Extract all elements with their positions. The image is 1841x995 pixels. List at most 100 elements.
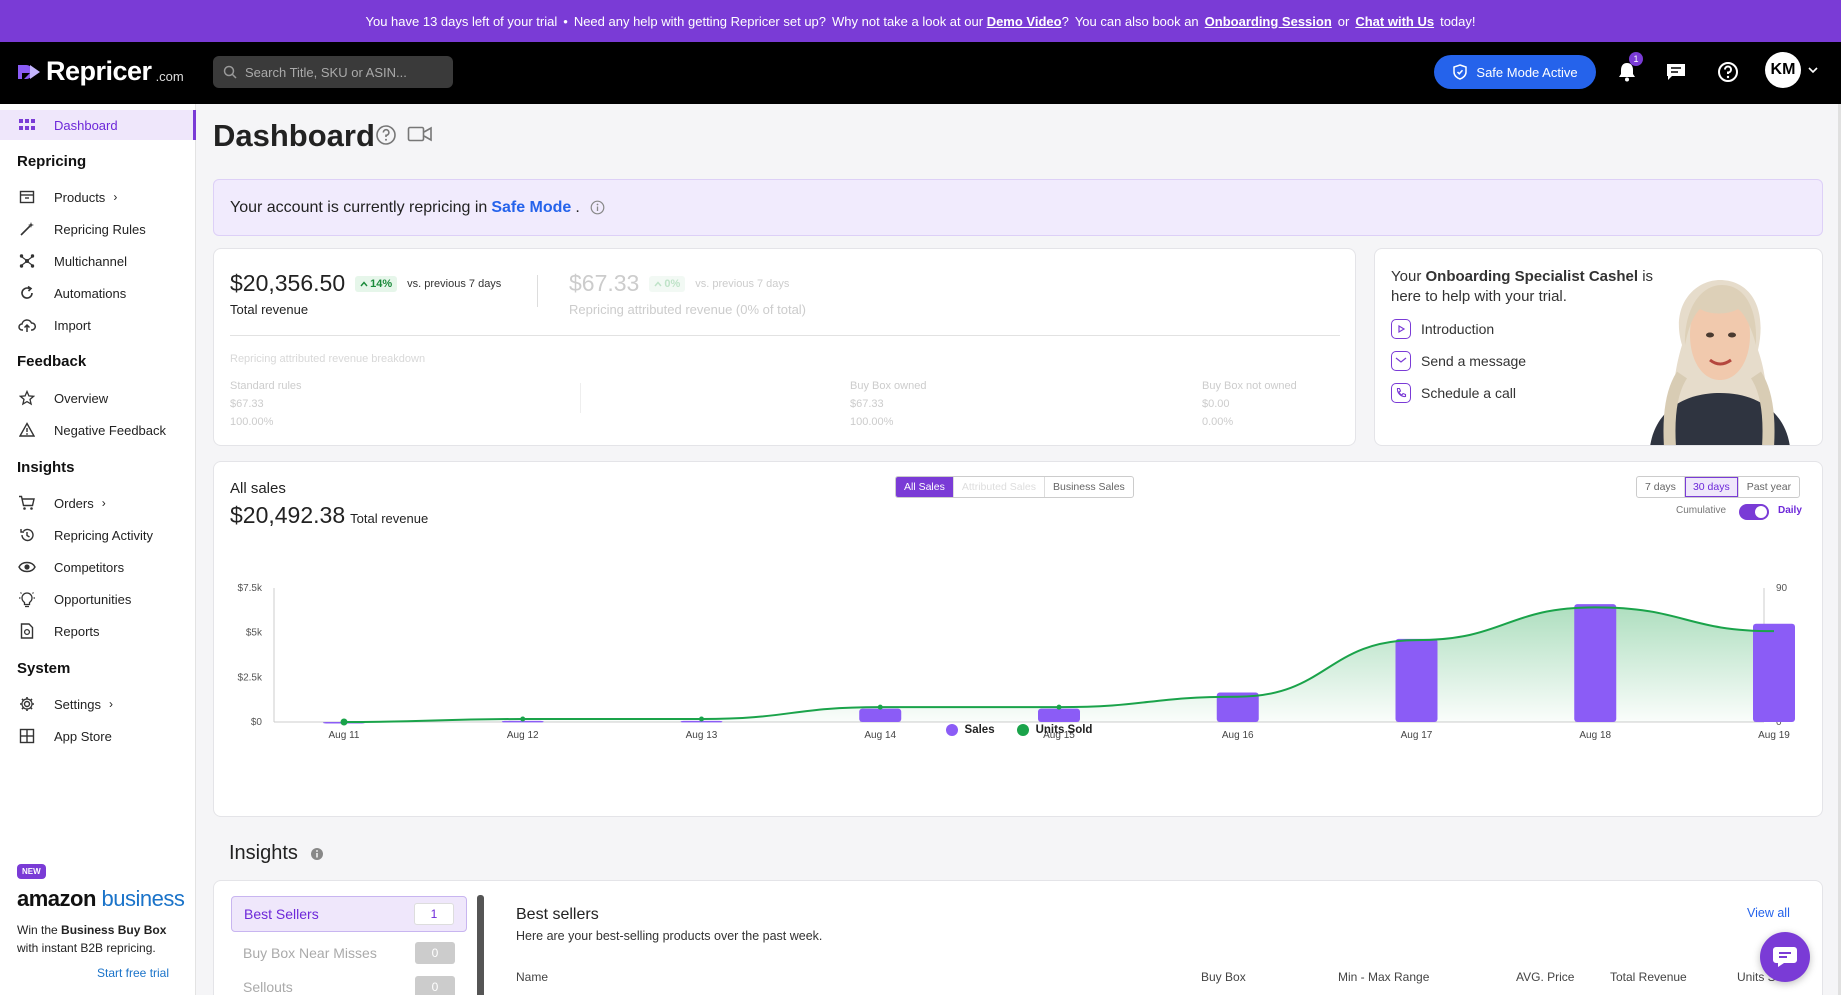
logo-mark-icon <box>18 64 40 79</box>
cumulative-daily-toggle[interactable] <box>1739 504 1769 520</box>
history-icon <box>18 526 36 544</box>
column-header-name[interactable]: Name <box>516 970 549 984</box>
video-camera-icon[interactable] <box>407 124 433 144</box>
repricer-logo[interactable]: Repricer .com <box>16 56 184 87</box>
column-header-buy-box[interactable]: Buy Box <box>1201 970 1246 984</box>
sidebar-label: Dashboard <box>54 117 118 133</box>
search-input[interactable] <box>245 64 445 80</box>
column-header-min-max[interactable]: Min - Max Range <box>1338 970 1430 984</box>
or-text: or <box>1337 13 1350 29</box>
column-header-total-revenue[interactable]: Total Revenue <box>1610 970 1687 984</box>
tab-all-sales[interactable]: All Sales <box>896 477 954 497</box>
onboarding-specialist: Onboarding Specialist Cashel <box>1425 268 1639 285</box>
sidebar-item-dashboard[interactable]: Dashboard <box>0 110 196 140</box>
view-all-link[interactable]: View all <box>1747 906 1790 920</box>
chat-launcher-button[interactable] <box>1760 932 1810 982</box>
sidebar-item-orders[interactable]: Orders › <box>0 488 196 518</box>
column-header-avg-price[interactable]: AVG. Price <box>1516 970 1575 984</box>
notifications-button[interactable]: 1 <box>1613 52 1643 86</box>
sidebar-label: Multichannel <box>54 253 127 269</box>
sidebar-item-competitors[interactable]: Competitors <box>0 552 196 582</box>
insights-tab-buy-box-near-misses[interactable]: Buy Box Near Misses 0 <box>231 935 467 971</box>
help-button[interactable] <box>1714 58 1742 86</box>
range-tabs: 7 days 30 days Past year <box>1636 476 1801 498</box>
legend-sales[interactable]: Sales <box>945 724 995 736</box>
page-title: Dashboard <box>213 118 375 153</box>
sidebar-label: Overview <box>54 390 109 406</box>
sales-bar <box>1216 692 1259 722</box>
sidebar-item-negative-feedback[interactable]: Negative Feedback <box>0 415 196 445</box>
promo-post: with instant B2B repricing. <box>17 941 156 955</box>
help-circle-icon[interactable] <box>375 124 397 146</box>
send-message-link[interactable]: Send a message <box>1391 351 1526 371</box>
book-text: You can also book an <box>1074 13 1199 29</box>
range-past-year[interactable]: Past year <box>1746 481 1792 493</box>
insights-tab-best-sellers[interactable]: Best Sellers 1 <box>231 896 467 932</box>
x-tick-label: Aug 11 <box>329 730 360 741</box>
range-30-days[interactable]: 30 days <box>1684 477 1739 497</box>
bell-icon <box>1619 63 1635 82</box>
x-tick-label: Aug 19 <box>1758 730 1790 741</box>
sidebar-item-repricing-rules[interactable]: Repricing Rules <box>0 214 196 244</box>
chevron-down-icon[interactable] <box>1808 66 1818 74</box>
sidebar-item-overview[interactable]: Overview <box>0 383 196 413</box>
sidebar-item-reports[interactable]: Reports <box>0 616 196 646</box>
page-scrollbar[interactable] <box>1838 104 1841 995</box>
demo-pre: Why not take a look at our <box>832 13 984 29</box>
sidebar-label: Automations <box>54 285 127 301</box>
total-revenue-row: $20,356.50 14% vs. previous 7 days <box>230 270 501 297</box>
onboarding-your: Your <box>1391 268 1422 285</box>
tab-count: 0 <box>415 942 455 964</box>
sidebar-label: Opportunities <box>54 591 132 607</box>
brand-amazon: amazon <box>17 886 96 911</box>
messages-button[interactable] <box>1662 58 1690 86</box>
x-tick-label: Aug 12 <box>507 730 539 741</box>
sidebar-item-products[interactable]: Products › <box>0 182 196 212</box>
safe-mode-link[interactable]: Safe Mode <box>491 198 572 216</box>
cart-icon <box>18 494 36 512</box>
breakdown-pct: 100.00% <box>230 416 274 428</box>
tab-business-sales[interactable]: Business Sales <box>1053 481 1125 493</box>
tabs-scrollbar[interactable] <box>477 895 484 995</box>
tab-attributed-sales[interactable]: Attributed Sales <box>954 477 1045 497</box>
sidebar-item-opportunities[interactable]: Opportunities <box>0 584 196 614</box>
document-icon <box>18 622 36 640</box>
onboarding-session-link[interactable]: Onboarding Session <box>1204 13 1332 29</box>
insights-tab-sellouts[interactable]: Sellouts 0 <box>231 969 467 995</box>
attributed-revenue-row: $67.33 0% vs. previous 7 days <box>569 270 789 297</box>
insights-card: Best Sellers 1 Buy Box Near Misses 0 Sel… <box>213 880 1823 995</box>
daily-label: Daily <box>1778 505 1802 516</box>
top-bar: Repricer .com Safe Mode Active 1 KM <box>0 42 1841 104</box>
info-icon[interactable] <box>310 847 324 861</box>
sidebar-item-multichannel[interactable]: Multichannel <box>0 246 196 276</box>
chat-icon <box>1773 947 1797 967</box>
sales-title: All sales <box>230 480 286 497</box>
introduction-link[interactable]: Introduction <box>1391 319 1494 339</box>
start-free-trial-link[interactable]: Start free trial <box>97 966 170 980</box>
trial-text: You have 13 days left of your trial <box>365 13 558 29</box>
onboarding-rest: is here to help with your trial. <box>1391 268 1654 305</box>
safe-mode-button[interactable]: Safe Mode Active <box>1434 55 1596 89</box>
range-7-days[interactable]: 7 days <box>1637 477 1685 497</box>
info-icon[interactable] <box>590 200 605 215</box>
sidebar-label: App Store <box>54 728 112 744</box>
warning-icon <box>18 421 36 439</box>
sidebar-item-automations[interactable]: Automations <box>0 278 196 308</box>
sidebar-item-import[interactable]: Import <box>0 310 196 340</box>
magic-wand-icon <box>18 220 36 238</box>
breakdown-buybox-owned: Buy Box owned $67.33 100.00% <box>850 377 926 431</box>
sidebar-item-settings[interactable]: Settings › <box>0 689 196 719</box>
chat-bubble-icon <box>1667 64 1685 80</box>
schedule-call-link[interactable]: Schedule a call <box>1391 383 1516 403</box>
sales-total-label: Total revenue <box>350 511 429 526</box>
y-tick-left: $0 <box>251 717 263 728</box>
legend-units-sold[interactable]: Units Sold <box>1016 724 1092 736</box>
chat-with-us-link[interactable]: Chat with Us <box>1355 13 1435 29</box>
safe-mode-banner: Your account is currently repricing in S… <box>213 179 1823 236</box>
user-avatar[interactable]: KM <box>1765 52 1801 88</box>
demo-video-link[interactable]: Demo Video <box>986 13 1062 29</box>
search-box[interactable] <box>213 56 453 88</box>
sidebar-item-app-store[interactable]: App Store <box>0 721 196 751</box>
sidebar-item-repricing-activity[interactable]: Repricing Activity <box>0 520 196 550</box>
